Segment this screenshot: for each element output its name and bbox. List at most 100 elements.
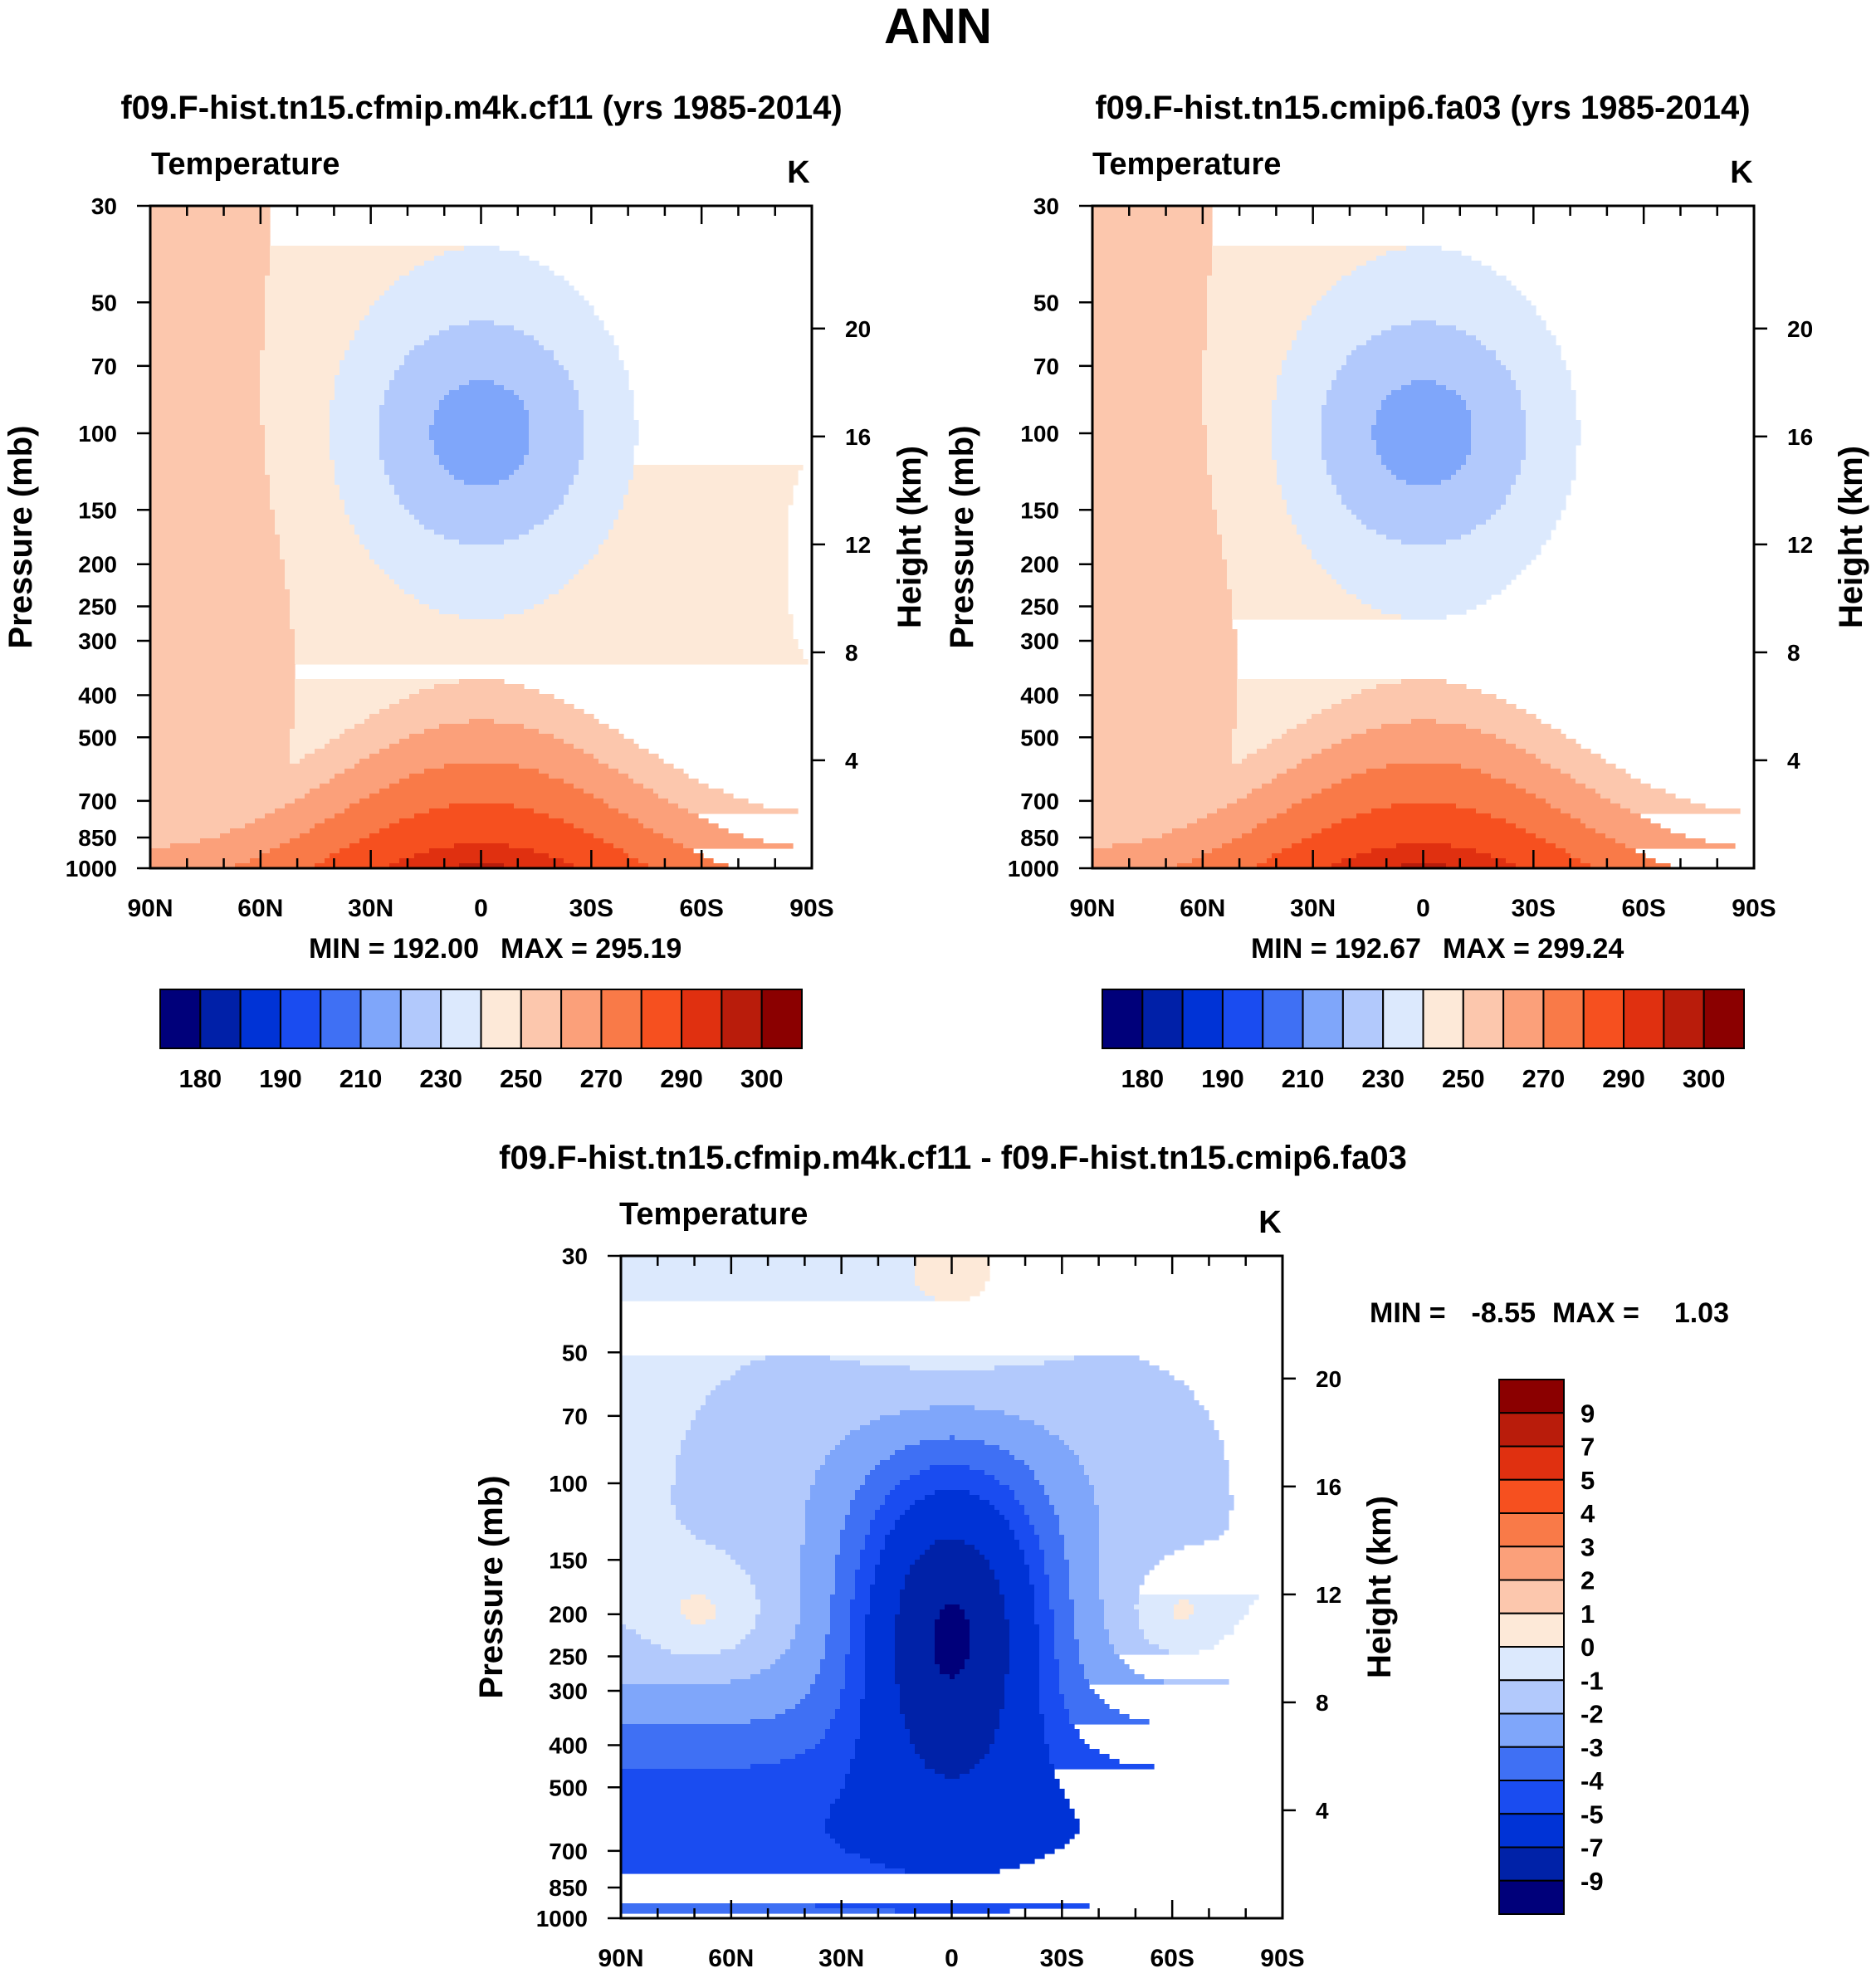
panel-b-field-cell bbox=[1580, 818, 1651, 824]
panel-b-colorbar-swatch bbox=[1542, 989, 1585, 1049]
panel-a-field-cell bbox=[524, 455, 584, 461]
panel-a-field-cell bbox=[379, 709, 584, 715]
panel-a-field-cell bbox=[150, 545, 281, 550]
panel-diff-field-cell bbox=[1099, 1535, 1219, 1541]
panel-diff-field-cell bbox=[900, 1410, 1005, 1416]
panel-diff-field-cell bbox=[900, 1709, 1000, 1715]
panel-a-field-cell bbox=[260, 385, 335, 391]
panel-b-field-cell bbox=[1092, 251, 1213, 256]
panel-diff-field-cell bbox=[706, 1540, 806, 1546]
panel-diff-field-cell bbox=[845, 1684, 866, 1690]
panel-a-field-cell bbox=[150, 380, 261, 386]
panel-b-field-cell bbox=[1207, 455, 1273, 461]
panel-b-field-cell bbox=[1331, 863, 1402, 869]
panel-b-field-cell bbox=[1371, 604, 1477, 610]
panel-diff-colorbar-swatch bbox=[1498, 1679, 1565, 1715]
panel-a-field-cell bbox=[618, 510, 789, 515]
panel-b-field-cell bbox=[1336, 375, 1512, 381]
panel-a-field-cell bbox=[529, 410, 584, 416]
panel-diff-field-cell bbox=[621, 1460, 677, 1466]
panel-a-field-cell bbox=[290, 754, 305, 759]
panel-a-field-cell bbox=[260, 355, 345, 361]
panel-b-field-cell bbox=[1207, 325, 1302, 331]
panel-a-field-cell bbox=[594, 833, 664, 839]
panel-diff-field-cell bbox=[865, 1480, 901, 1486]
panel-diff-field-cell bbox=[815, 1744, 856, 1750]
panel-a-field-cell bbox=[504, 614, 794, 620]
panel-diff-field-cell bbox=[621, 1863, 886, 1869]
panel-diff-field-cell bbox=[1004, 1595, 1035, 1600]
panel-a-field-cell bbox=[280, 540, 360, 545]
panel-b-field-cell bbox=[1401, 679, 1447, 685]
panel-diff-field-cell bbox=[691, 1530, 806, 1536]
panel-a-field-cell bbox=[260, 390, 335, 396]
panel-b-field-cell bbox=[1287, 769, 1367, 774]
panel-b-field-cell bbox=[1401, 385, 1447, 391]
panel-diff-field-cell bbox=[1004, 1614, 1035, 1620]
panel-a-field-cell bbox=[379, 295, 584, 301]
panel-b-field-cell bbox=[1376, 410, 1472, 416]
panel-diff-field-cell bbox=[835, 1445, 906, 1451]
panel-a-field-cell bbox=[584, 410, 634, 416]
panel-a-field-cell bbox=[564, 584, 789, 590]
panel-b-field-cell bbox=[1287, 350, 1352, 356]
panel-diff-field-cell bbox=[1009, 1525, 1035, 1531]
panel-a-field-cell bbox=[653, 789, 724, 794]
panel-b-field-cell bbox=[1521, 470, 1576, 476]
panel-b-field-cell bbox=[1092, 415, 1203, 421]
panel-diff-field-cell bbox=[805, 1525, 846, 1531]
panel-b-colorbar-label: 210 bbox=[1282, 1064, 1325, 1093]
panel-diff-field-cell bbox=[1059, 1689, 1095, 1695]
panel-diff-field-cell bbox=[895, 1450, 1010, 1456]
panel-a-colorbar-swatch bbox=[600, 989, 642, 1049]
panel-b-field-cell bbox=[1092, 624, 1233, 630]
panel-a-field-cell bbox=[260, 380, 335, 386]
panel-diff-field-cell bbox=[999, 1719, 1045, 1725]
panel-a-field-cell bbox=[285, 569, 385, 575]
panel-a-field-cell bbox=[150, 634, 296, 640]
panel-b-field-cell bbox=[1092, 400, 1203, 406]
panel-diff-field-cell bbox=[750, 1764, 851, 1770]
panel-b-field-cell bbox=[1282, 365, 1342, 371]
panel-a-field-cell bbox=[280, 843, 350, 849]
panel-diff-field-cell bbox=[621, 1714, 776, 1720]
panel-b-variable-label: Temperature bbox=[1092, 147, 1281, 182]
panel-a-field-cell bbox=[344, 350, 410, 356]
panel-a-field-cell bbox=[150, 420, 261, 426]
panel-a-field-cell bbox=[295, 699, 400, 705]
panel-b-field-cell bbox=[1297, 764, 1387, 769]
panel-diff-field-cell bbox=[1099, 1555, 1165, 1560]
panel-a-field-cell bbox=[150, 450, 266, 456]
panel-diff-field-cell bbox=[621, 1585, 756, 1590]
panel-a-field-cell bbox=[574, 480, 629, 486]
panel-diff-field-cell bbox=[621, 1535, 696, 1541]
panel-b-field-cell bbox=[1092, 833, 1163, 839]
panel-a-colorbar-label: 290 bbox=[660, 1064, 703, 1093]
panel-a-field-cell bbox=[150, 734, 291, 740]
panel-diff-field-cell bbox=[825, 1460, 881, 1466]
panel-diff-colorbar-label: -7 bbox=[1580, 1834, 1604, 1863]
panel-b-y2-tick-label: 20 bbox=[1787, 316, 1813, 342]
panel-diff-field-cell bbox=[735, 1644, 791, 1650]
panel-a-field-cell bbox=[270, 848, 340, 854]
panel-a-x-tick-label: 60N bbox=[237, 895, 283, 922]
panel-diff-field-cell bbox=[820, 1465, 876, 1471]
panel-diff-field-cell bbox=[1079, 1659, 1125, 1665]
panel-a-field-cell bbox=[150, 724, 296, 730]
panel-diff-field-cell bbox=[1159, 1644, 1214, 1650]
panel-b-field-cell bbox=[1207, 276, 1342, 281]
panel-b-field-cell bbox=[1471, 425, 1527, 431]
panel-a-field-cell bbox=[559, 589, 789, 595]
panel-b-field-cell bbox=[1322, 425, 1372, 431]
panel-diff-field-cell bbox=[825, 1734, 861, 1740]
panel-diff-field-cell bbox=[1049, 1575, 1070, 1580]
panel-a-field-cell bbox=[295, 639, 799, 645]
panel-b-field-cell bbox=[1282, 370, 1337, 376]
panel-diff-field-cell bbox=[621, 1759, 781, 1765]
panel-b-field-cell bbox=[1232, 759, 1243, 764]
panel-a-field-cell bbox=[618, 808, 689, 814]
panel-diff-field-cell bbox=[621, 1709, 786, 1715]
panel-a-colorbar-swatch bbox=[279, 989, 322, 1049]
panel-diff-field-cell bbox=[840, 1535, 866, 1541]
panel-b-field-cell bbox=[1292, 515, 1357, 520]
